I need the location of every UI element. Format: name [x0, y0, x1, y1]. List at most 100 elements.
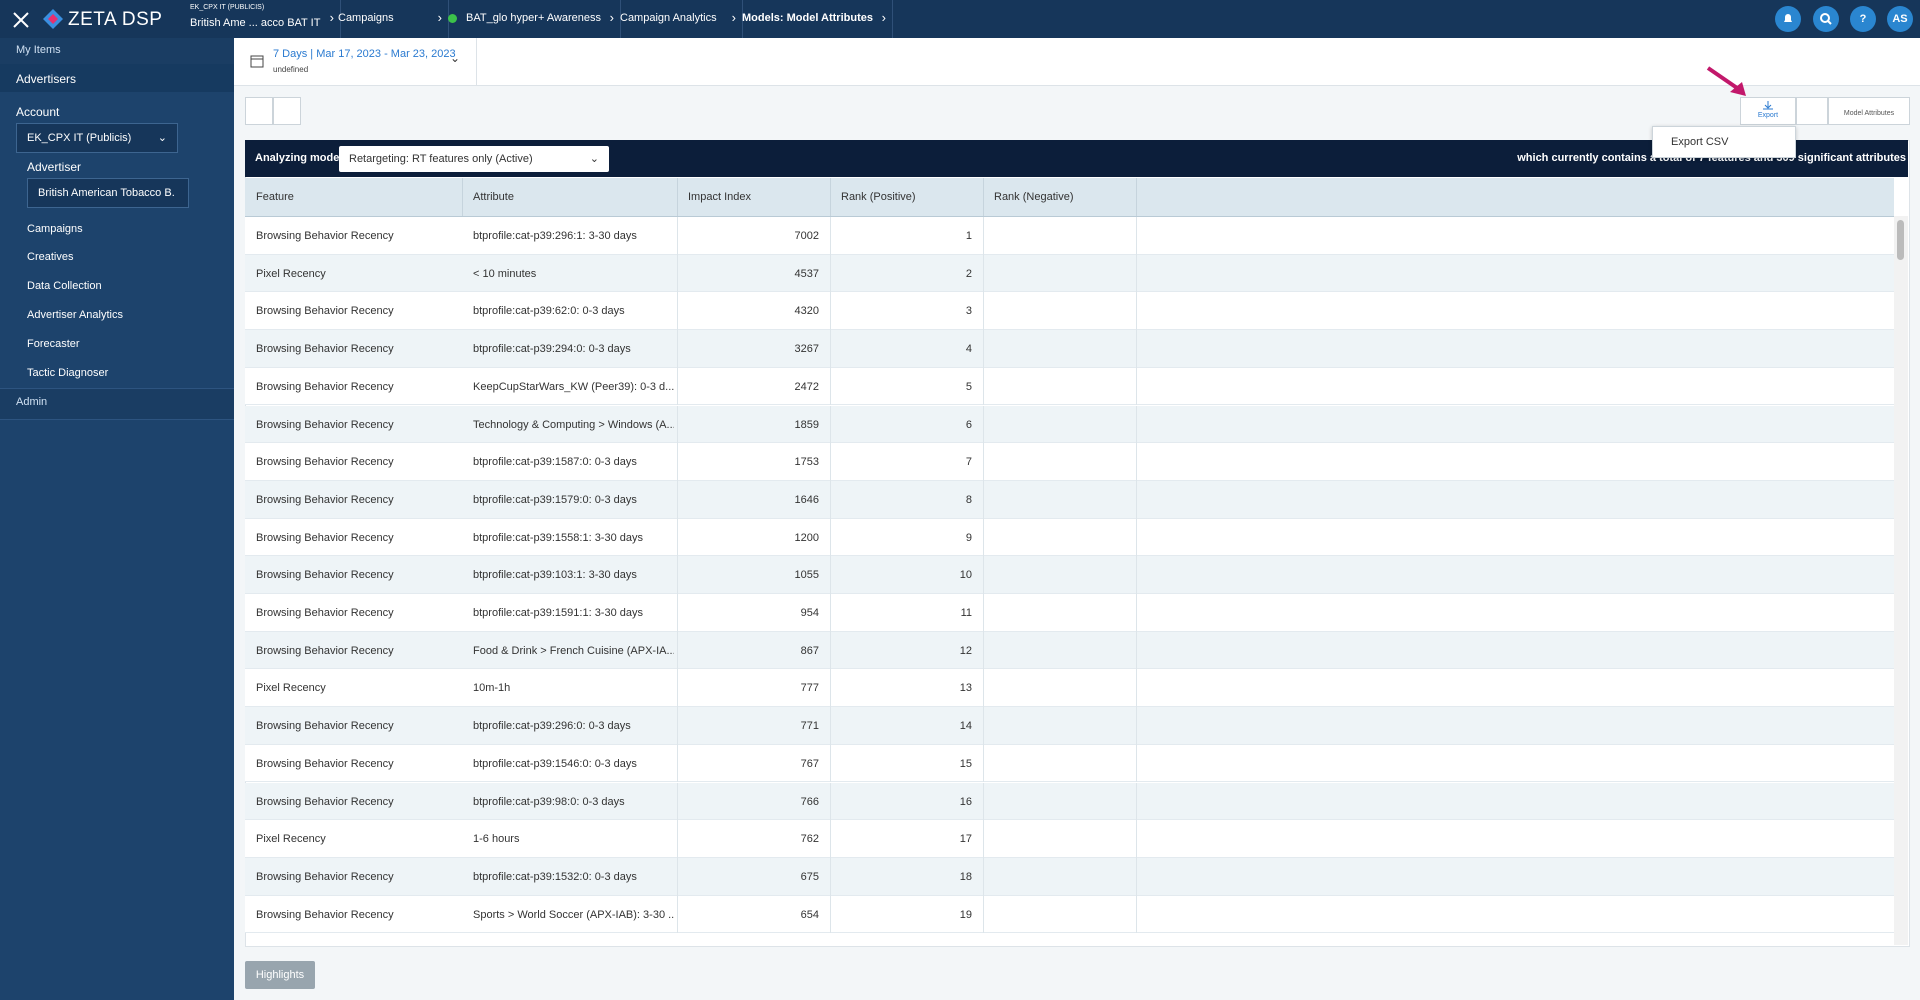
menu-item[interactable]: Export CSV [1671, 136, 1729, 148]
table-cell: 18 [959, 870, 972, 883]
table-cell: btprofile:cat-p39:296:1: 3-30 days [473, 230, 637, 242]
table-cell: btprofile:cat-p39:1558:1: 3-30 days [473, 531, 644, 544]
nav-link[interactable]: Creatives [27, 251, 74, 263]
cell-border [830, 707, 831, 745]
table-cell: 767 [800, 757, 819, 770]
nav-link[interactable]: Campaigns [27, 223, 83, 235]
close-icon[interactable] [12, 11, 30, 29]
search-button[interactable] [273, 97, 301, 125]
nav-link[interactable]: Forecaster [27, 338, 80, 350]
table-cell: Browsing Behavior Recency [256, 908, 394, 921]
table-cell: 9 [965, 531, 972, 544]
cell-border [677, 895, 678, 934]
cell-border [983, 330, 984, 368]
nav-link[interactable]: Tactic Diagnoser [27, 367, 109, 379]
chevron: › [881, 10, 886, 25]
cell-border [1136, 631, 1137, 670]
scrollbar[interactable] [1894, 216, 1908, 945]
table-row [245, 292, 1894, 331]
table-row [245, 367, 1894, 406]
cell-border [677, 594, 678, 632]
column-header[interactable]: Feature [256, 191, 294, 203]
top-bar: ZETA DSP ? AS EK_CPX IT (PUBLICIS) Britis… [0, 0, 1920, 38]
table-cell: Browsing Behavior Recency [256, 607, 394, 619]
bell-icon[interactable] [1775, 6, 1801, 32]
table-cell: btprofile:cat-p39:98:0: 0-3 days [473, 795, 625, 808]
date-range[interactable]: 7 Days | Mar 17, 2023 - Mar 23, 2023 [273, 48, 456, 60]
table-row [245, 556, 1894, 594]
chevron: › [329, 10, 334, 25]
cell-border [983, 405, 984, 444]
columns-button[interactable] [245, 97, 273, 125]
cell-border [830, 254, 831, 293]
grid-button[interactable] [1796, 97, 1828, 125]
table-cell: 771 [800, 720, 819, 733]
table-cell: Browsing Behavior Recency [256, 305, 394, 318]
table-cell: KeepCupStarWars_KW (Peer39): 0-3 d... [473, 380, 674, 393]
table-cell: Browsing Behavior Recency [256, 456, 394, 469]
table-cell: 13 [959, 682, 972, 695]
column-header[interactable]: Attribute [473, 191, 514, 203]
cell-border [1136, 480, 1137, 519]
help-icon[interactable]: ? [1850, 6, 1876, 32]
table-cell: 867 [800, 644, 819, 657]
breadcrumb[interactable]: Campaigns › [338, 0, 449, 38]
table-row [245, 631, 1894, 670]
chevron[interactable]: ⌄ [450, 51, 461, 65]
highlights-button[interactable]: Highlights [245, 961, 315, 989]
table-cell: btprofile:cat-p39:1591:1: 3-30 days [473, 607, 644, 619]
nav-link[interactable]: Admin [16, 396, 48, 408]
chevron: › [437, 10, 442, 25]
cell-border [830, 217, 831, 255]
cell-border [983, 443, 984, 481]
table-row [245, 895, 1894, 934]
cell-border [830, 631, 831, 670]
nav-link[interactable]: Advertisers [16, 72, 77, 86]
nav-link[interactable]: Data Collection [27, 280, 102, 292]
table-cell: Browsing Behavior Recency [256, 569, 394, 582]
table-cell: btprofile:cat-p39:1587:0: 0-3 days [473, 456, 637, 469]
advertiser-select[interactable]: British American Tobacco B. [27, 178, 189, 208]
table-cell: 12 [959, 644, 972, 657]
column-header[interactable]: Rank (Negative) [994, 191, 1074, 203]
nav-link[interactable]: Advertiser Analytics [27, 309, 123, 321]
nav-link[interactable]: My Items [16, 44, 61, 56]
table-cell: 1 [965, 230, 972, 242]
date-bar: 7 Days | Mar 17, 2023 - Mar 23, 2023 und… [234, 38, 1920, 86]
cell-border [1136, 895, 1137, 934]
cell-border [830, 405, 831, 444]
cell-border [677, 782, 678, 821]
select-value: EK_CPX IT (Publicis) [27, 132, 132, 144]
search-icon[interactable] [1813, 6, 1839, 32]
table-cell: 3267 [794, 343, 819, 356]
cell-border [1136, 782, 1137, 821]
column-header[interactable]: Impact Index [688, 191, 751, 203]
cell-border [1136, 254, 1137, 293]
breadcrumb[interactable]: EK_CPX IT (PUBLICIS) British Ame ... acco… [190, 0, 341, 38]
model-select[interactable]: Retargeting: RT features only (Active) ⌄ [339, 146, 609, 172]
logo-text[interactable]: ZETA DSP [68, 9, 163, 30]
user-avatar[interactable]: AS [1887, 6, 1913, 32]
cell-border [983, 556, 984, 594]
model-attributes-button[interactable]: Model Attributes [1828, 97, 1910, 125]
button-label: Model Attributes [1843, 110, 1895, 117]
export-button[interactable]: Export [1740, 97, 1796, 125]
breadcrumb[interactable]: BAT_glo hyper+ Awareness › [448, 0, 621, 38]
table-cell: Browsing Behavior Recency [256, 644, 394, 657]
cell-border [830, 895, 831, 934]
table-cell: Pixel Recency [256, 833, 326, 846]
label: Account [16, 105, 60, 119]
breadcrumb[interactable]: Models: Model Attributes › [742, 0, 893, 38]
table-cell: Food & Drink > French Cuisine (APX-IA... [473, 644, 674, 657]
table-row [245, 217, 1894, 255]
column-header[interactable]: Rank (Positive) [841, 191, 916, 203]
account-select[interactable]: EK_CPX IT (Publicis) ⌄ [16, 123, 178, 153]
column-divider [1136, 178, 1137, 216]
table-row [245, 405, 1894, 444]
table-cell: 4320 [794, 305, 819, 318]
table-cell: Pixel Recency [256, 682, 326, 695]
label: Advertiser [27, 160, 82, 174]
table-cell: 16 [959, 795, 972, 808]
table-row [245, 518, 1894, 557]
breadcrumb[interactable]: Campaign Analytics › [620, 0, 743, 38]
